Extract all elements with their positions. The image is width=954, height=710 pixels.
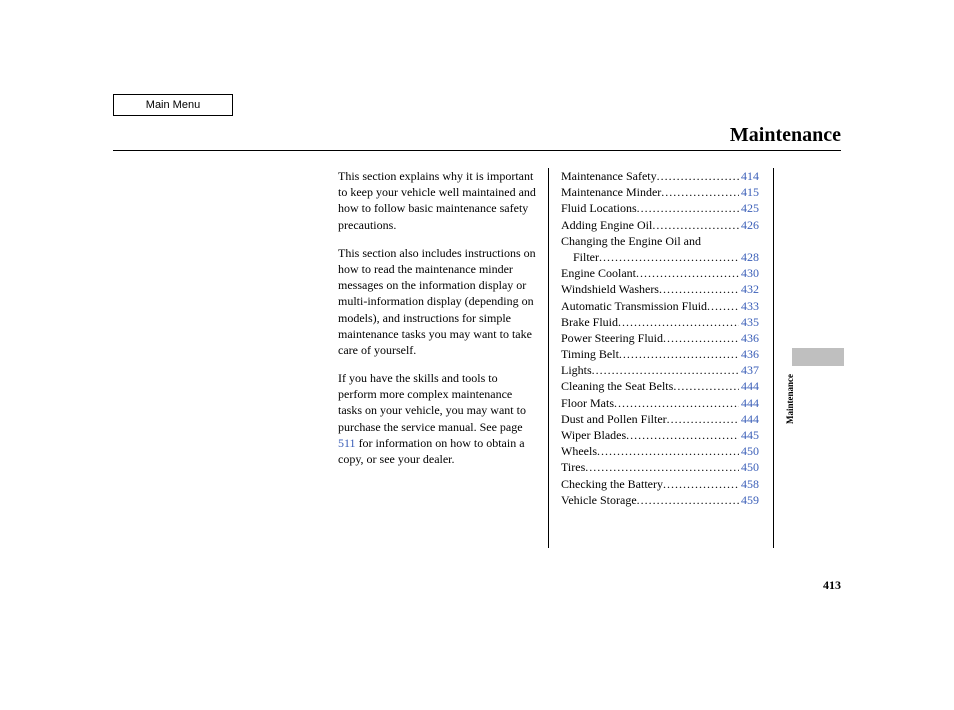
toc-label: Tires (561, 459, 585, 475)
toc-label: Wheels (561, 443, 597, 459)
toc-label: Fluid Locations (561, 200, 637, 216)
intro-text: for information on how to obtain a copy,… (338, 436, 525, 466)
toc-leader-dots (659, 281, 739, 297)
toc-entry[interactable]: Engine Coolant 430 (561, 265, 759, 281)
page-title: Maintenance (730, 124, 841, 147)
toc-label: Floor Mats (561, 395, 614, 411)
toc-label: Timing Belt (561, 346, 619, 362)
toc-label: Cleaning the Seat Belts (561, 378, 673, 394)
toc-label: Power Steering Fluid (561, 330, 663, 346)
toc-label: Maintenance Minder (561, 184, 661, 200)
intro-paragraph: This section also includes instructions … (338, 245, 536, 358)
toc-page-link[interactable]: 432 (739, 281, 759, 297)
toc-leader-dots (637, 492, 739, 508)
toc-entry[interactable]: Power Steering Fluid 436 (561, 330, 759, 346)
toc-page-link[interactable]: 414 (739, 168, 759, 184)
section-side-label: Maintenance (785, 374, 795, 424)
toc-leader-dots (636, 265, 739, 281)
toc-entry[interactable]: Vehicle Storage 459 (561, 492, 759, 508)
main-menu-button[interactable]: Main Menu (113, 94, 233, 116)
toc-leader-dots (673, 378, 739, 394)
vertical-divider (773, 168, 774, 548)
toc-leader-dots (663, 330, 739, 346)
toc-page-link[interactable]: 425 (739, 200, 759, 216)
intro-text: If you have the skills and tools to perf… (338, 371, 526, 434)
toc-page-link[interactable]: 444 (739, 378, 759, 394)
toc-leader-dots (597, 443, 739, 459)
toc-label: Lights (561, 362, 592, 378)
toc-page-link[interactable]: 445 (739, 427, 759, 443)
intro-paragraph: If you have the skills and tools to perf… (338, 370, 536, 467)
toc-page-link[interactable]: 430 (739, 265, 759, 281)
toc-label: Vehicle Storage (561, 492, 637, 508)
toc-entry: Changing the Engine Oil and (561, 233, 759, 249)
toc-entry[interactable]: Cleaning the Seat Belts 444 (561, 378, 759, 394)
toc-label: Engine Coolant (561, 265, 636, 281)
toc-leader-dots (663, 476, 739, 492)
toc-entry[interactable]: Dust and Pollen Filter 444 (561, 411, 759, 427)
toc-entry[interactable]: Windshield Washers 432 (561, 281, 759, 297)
toc-leader-dots (619, 346, 739, 362)
toc-leader-dots (618, 314, 739, 330)
toc-page-link[interactable]: 433 (739, 298, 759, 314)
intro-paragraph: This section explains why it is importan… (338, 168, 536, 233)
toc-page-link[interactable]: 436 (739, 346, 759, 362)
toc-page-link[interactable]: 437 (739, 362, 759, 378)
toc-entry[interactable]: Wiper Blades 445 (561, 427, 759, 443)
toc-label: Maintenance Safety (561, 168, 657, 184)
toc-page-link[interactable]: 458 (739, 476, 759, 492)
toc-page-link[interactable]: 435 (739, 314, 759, 330)
toc-leader-dots (661, 184, 739, 200)
toc-entry[interactable]: Tires 450 (561, 459, 759, 475)
toc-leader-dots (707, 298, 739, 314)
toc-label: Changing the Engine Oil and (561, 233, 701, 249)
toc-label: Adding Engine Oil (561, 217, 652, 233)
toc-entry[interactable]: Checking the Battery 458 (561, 476, 759, 492)
toc-leader-dots (657, 168, 739, 184)
toc-leader-dots (667, 411, 739, 427)
toc-label: Brake Fluid (561, 314, 618, 330)
toc-label: Wiper Blades (561, 427, 626, 443)
toc-leader-dots (592, 362, 739, 378)
toc-label: Automatic Transmission Fluid (561, 298, 707, 314)
toc-page-link[interactable]: 428 (739, 249, 759, 265)
toc-label: Windshield Washers (561, 281, 659, 297)
content-area: This section explains why it is importan… (338, 168, 759, 548)
toc-page-link[interactable]: 444 (739, 411, 759, 427)
toc-page-link[interactable]: 436 (739, 330, 759, 346)
toc-label: Filter (573, 249, 599, 265)
toc-entry[interactable]: Automatic Transmission Fluid 433 (561, 298, 759, 314)
toc-entry[interactable]: Lights 437 (561, 362, 759, 378)
section-tab (792, 348, 844, 366)
toc-leader-dots (626, 427, 739, 443)
toc-entry[interactable]: Floor Mats 444 (561, 395, 759, 411)
toc-page-link[interactable]: 444 (739, 395, 759, 411)
toc-label: Checking the Battery (561, 476, 663, 492)
toc-leader-dots (637, 200, 739, 216)
toc-entry[interactable]: Brake Fluid 435 (561, 314, 759, 330)
intro-column: This section explains why it is importan… (338, 168, 548, 548)
title-rule (113, 150, 841, 151)
toc-page-link[interactable]: 426 (739, 217, 759, 233)
toc-leader-dots (599, 249, 739, 265)
toc-leader-dots (614, 395, 739, 411)
page-number: 413 (823, 578, 841, 593)
page-reference-link[interactable]: 511 (338, 436, 356, 450)
toc-entry[interactable]: Fluid Locations 425 (561, 200, 759, 216)
toc-entry[interactable]: Maintenance Safety 414 (561, 168, 759, 184)
toc-leader-dots (652, 217, 739, 233)
toc-page-link[interactable]: 415 (739, 184, 759, 200)
toc-entry[interactable]: Adding Engine Oil 426 (561, 217, 759, 233)
toc-label: Dust and Pollen Filter (561, 411, 667, 427)
toc-page-link[interactable]: 450 (739, 459, 759, 475)
toc-entry[interactable]: Maintenance Minder 415 (561, 184, 759, 200)
toc-entry[interactable]: Timing Belt 436 (561, 346, 759, 362)
toc-column: Maintenance Safety 414 Maintenance Minder 4… (549, 168, 759, 548)
toc-page-link[interactable]: 459 (739, 492, 759, 508)
toc-leader-dots (585, 459, 739, 475)
toc-entry[interactable]: Wheels 450 (561, 443, 759, 459)
toc-entry[interactable]: Filter 428 (561, 249, 759, 265)
toc-page-link[interactable]: 450 (739, 443, 759, 459)
